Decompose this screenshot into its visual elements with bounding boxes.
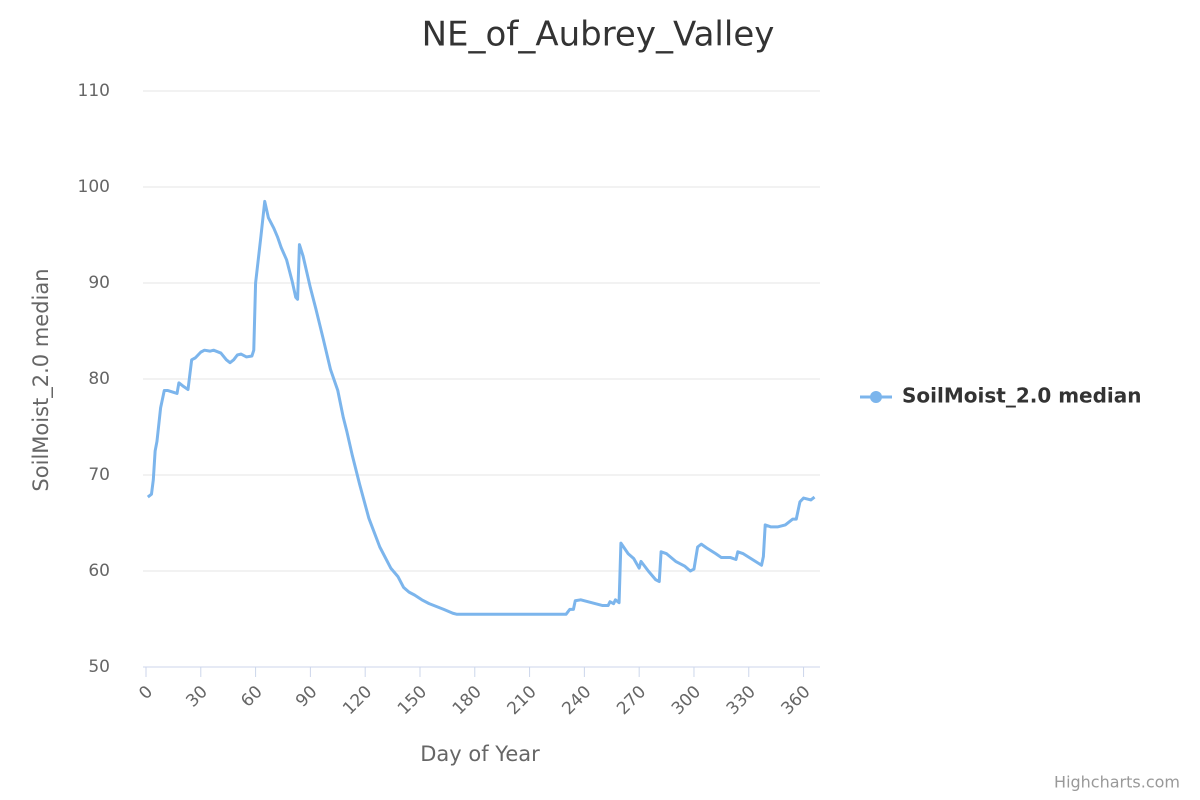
x-axis-title: Day of Year: [420, 742, 540, 766]
data-line: [146, 199, 816, 616]
x-tick-label: 120: [339, 682, 376, 719]
y-tick-label: 50: [88, 657, 110, 677]
x-tick-label: 270: [613, 682, 650, 719]
y-tick-label: 70: [88, 465, 110, 485]
x-tick-label: 180: [449, 682, 486, 719]
y-axis-title: SoilMoist_2.0 median: [29, 268, 54, 491]
x-tick-label: 30: [182, 682, 211, 711]
y-tick-label: 90: [88, 273, 110, 293]
x-tick-label: 240: [558, 682, 595, 719]
y-tick-label: 100: [78, 177, 110, 197]
x-tick-label: 300: [668, 682, 705, 719]
x-tick-label: 210: [504, 682, 541, 719]
x-tick-label: 60: [237, 682, 266, 711]
x-tick-label: 0: [135, 682, 157, 704]
chart-title: NE_of_Aubrey_Valley: [422, 15, 775, 55]
credit[interactable]: Highcharts.com: [1054, 773, 1180, 792]
legend-marker: [870, 391, 882, 403]
y-tick-label: 110: [78, 81, 110, 101]
x-tick-label: 90: [292, 682, 321, 711]
legend-label[interactable]: SoilMoist_2.0 median: [902, 384, 1142, 408]
y-tick-label: 80: [88, 369, 110, 389]
x-tick-label: 330: [723, 682, 760, 719]
y-tick-label: 60: [88, 561, 110, 581]
x-tick-label: 150: [394, 682, 431, 719]
x-tick-label: 360: [778, 682, 815, 719]
